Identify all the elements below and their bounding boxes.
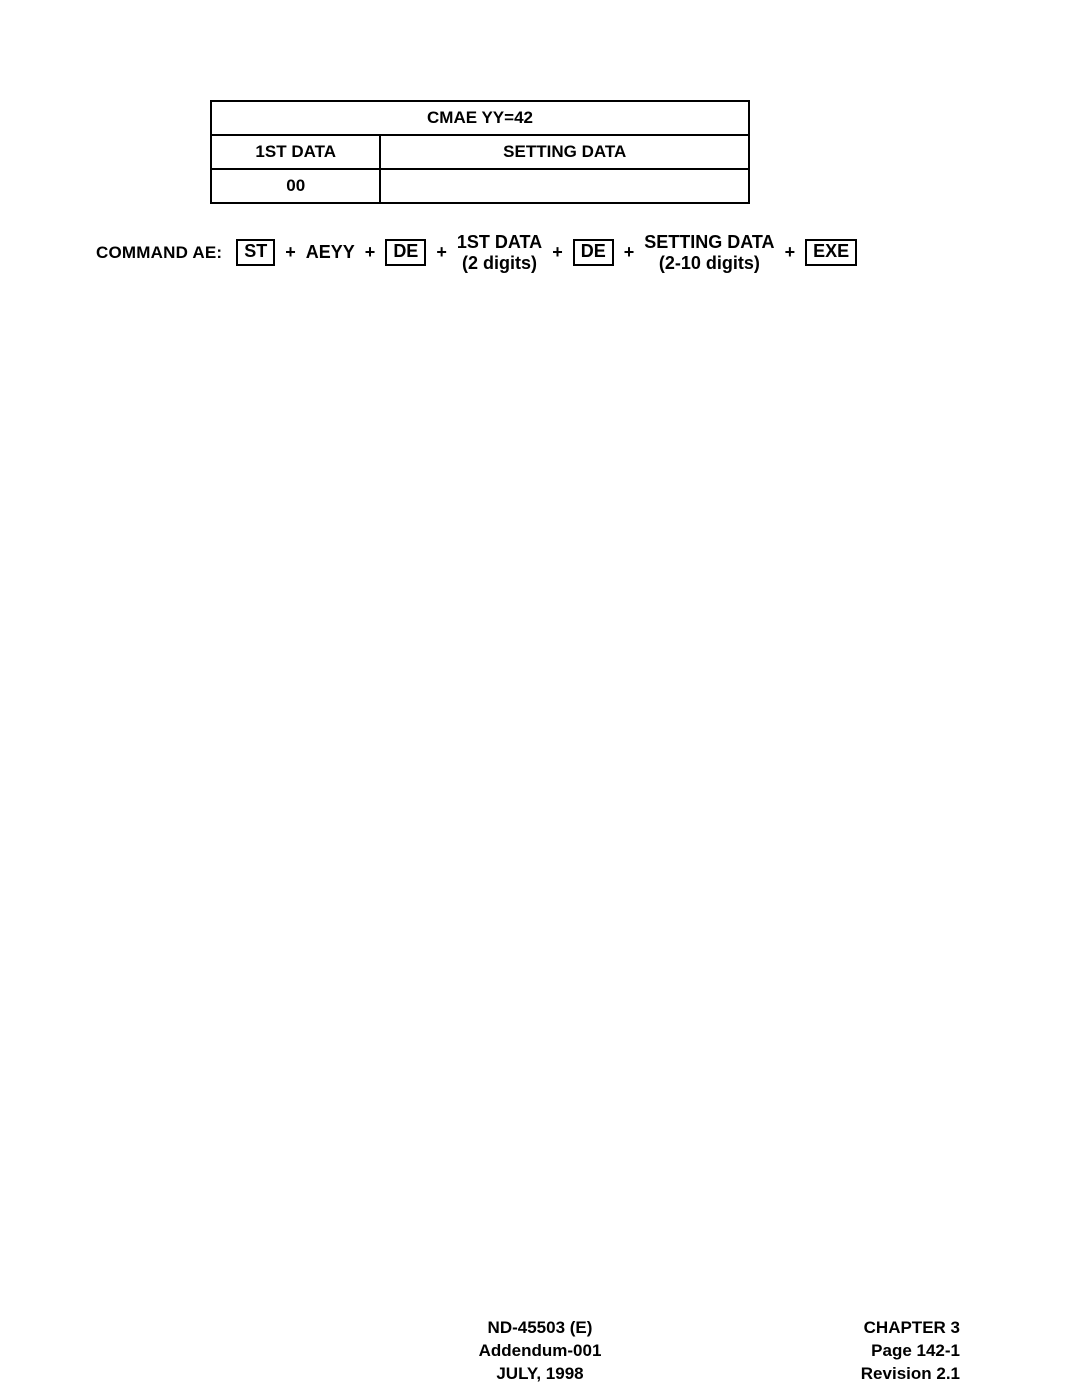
table-cell-1st-data: 00 [211,169,380,203]
command-syntax-line: COMMAND AE: ST + AEYY + DE + 1ST DATA (2… [96,232,857,273]
first-data-bot: (2 digits) [462,253,537,274]
table-title-row: CMAE YY=42 [211,101,749,135]
table-header-1st-data: 1ST DATA [211,135,380,169]
setting-data-bot: (2-10 digits) [659,253,760,274]
footer-chapter: CHAPTER 3 [861,1317,960,1340]
footer-addendum: Addendum-001 [479,1340,602,1363]
footer-date: JULY, 1998 [479,1363,602,1386]
footer-right-block: CHAPTER 3 Page 142-1 Revision 2.1 [861,1317,960,1386]
footer-doc-id: ND-45503 (E) [479,1317,602,1340]
table-title: CMAE YY=42 [211,101,749,135]
key-exe: EXE [805,239,857,266]
plus-4: + [550,242,565,263]
table-header-setting-data: SETTING DATA [380,135,749,169]
plus-1: + [283,242,298,263]
key-de-2: DE [573,239,614,266]
footer-center-block: ND-45503 (E) Addendum-001 JULY, 1998 [479,1317,602,1386]
text-aeyy: AEYY [306,242,355,263]
key-de-1: DE [385,239,426,266]
first-data-stack: 1ST DATA (2 digits) [457,232,542,273]
setting-data-top: SETTING DATA [644,232,774,253]
plus-5: + [622,242,637,263]
table-row: 00 [211,169,749,203]
plus-2: + [363,242,378,263]
footer-revision: Revision 2.1 [861,1363,960,1386]
first-data-top: 1ST DATA [457,232,542,253]
plus-6: + [783,242,798,263]
command-label: COMMAND AE: [96,243,222,263]
setting-data-stack: SETTING DATA (2-10 digits) [644,232,774,273]
page: CMAE YY=42 1ST DATA SETTING DATA 00 COMM… [0,0,1080,1397]
table-cell-setting-data [380,169,749,203]
footer-page: Page 142-1 [861,1340,960,1363]
cmae-table: CMAE YY=42 1ST DATA SETTING DATA 00 [210,100,750,204]
table-header-row: 1ST DATA SETTING DATA [211,135,749,169]
plus-3: + [434,242,449,263]
key-st: ST [236,239,275,266]
